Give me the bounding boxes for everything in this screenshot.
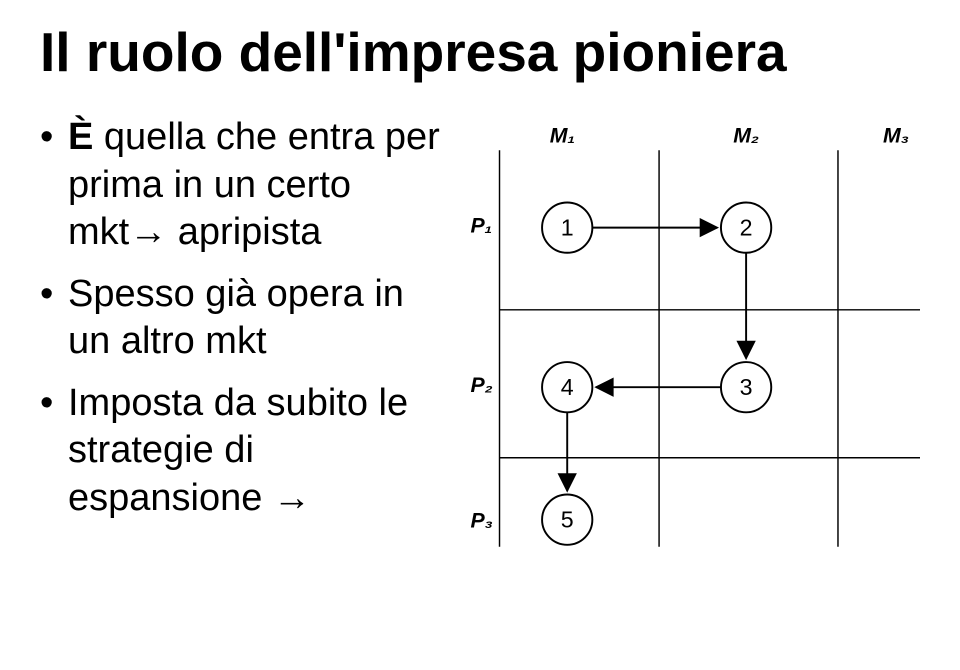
node-label: 4 [561,374,574,400]
diagram-svg: 1 2 3 4 5 M₁ M₂ M₃ P₁ P₂ P₃ [456,114,920,554]
expansion-diagram: 1 2 3 4 5 M₁ M₂ M₃ P₁ P₂ P₃ [456,114,920,554]
col-label: M₁ [550,124,575,148]
row-label: P₃ [470,508,492,532]
row-label: P₂ [470,373,492,397]
node-label: 3 [739,374,752,400]
slide: Il ruolo dell'impresa pioniera È quella … [0,0,960,670]
row-label: P₁ [470,213,492,237]
node-label: 2 [739,215,752,241]
bullet-item: Imposta da subito le strategie di espans… [40,380,456,523]
col-label: M₂ [733,124,759,148]
col-label: M₃ [883,124,909,148]
node-label: 5 [561,507,574,533]
bullet-item: È quella che entra per prima in un certo… [40,114,456,257]
bullet-ul: È quella che entra per prima in un certo… [40,114,456,522]
node-label: 1 [561,215,574,241]
bullet-item: Spesso già opera in un altro mkt [40,271,456,366]
slide-body: È quella che entra per prima in un certo… [40,114,920,554]
slide-title: Il ruolo dell'impresa pioniera [40,20,920,84]
bullet-list: È quella che entra per prima in un certo… [40,114,456,536]
